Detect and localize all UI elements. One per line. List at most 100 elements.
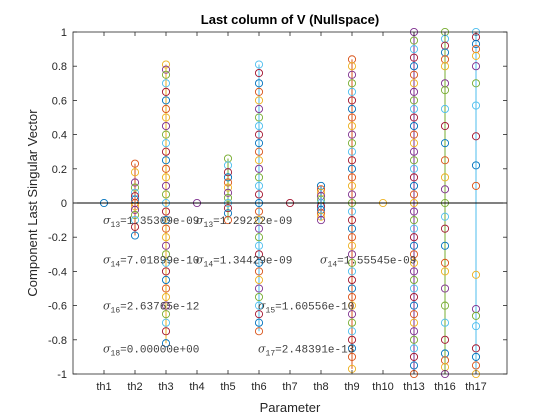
data-point xyxy=(471,62,481,71)
data-point xyxy=(409,258,419,267)
data-point xyxy=(409,267,419,276)
x-tick-label: th6 xyxy=(251,381,266,393)
data-point xyxy=(254,173,264,182)
data-point xyxy=(409,361,419,370)
data-point xyxy=(347,344,357,353)
data-point xyxy=(161,190,171,199)
data-point xyxy=(440,267,450,276)
data-point xyxy=(471,270,481,279)
data-point xyxy=(254,284,264,293)
data-point xyxy=(254,258,264,267)
data-point xyxy=(161,339,171,348)
data-point xyxy=(161,284,171,293)
data-point xyxy=(254,113,264,122)
data-point xyxy=(254,190,264,199)
y-axis-label: Component Last Singular Vector xyxy=(25,109,40,297)
data-point xyxy=(254,147,264,156)
data-point xyxy=(409,147,419,156)
x-tick-label: th2 xyxy=(127,381,142,393)
data-point xyxy=(161,292,171,302)
data-point xyxy=(254,318,264,327)
data-point xyxy=(161,113,171,122)
data-point xyxy=(254,250,264,259)
data-point xyxy=(409,310,419,319)
data-point xyxy=(471,352,481,361)
data-point xyxy=(409,207,419,216)
data-point xyxy=(409,190,419,199)
data-point xyxy=(440,156,450,165)
data-point xyxy=(254,87,264,96)
x-tick-label: th5 xyxy=(220,381,235,393)
data-point xyxy=(440,335,450,344)
data-point xyxy=(254,130,264,139)
data-point xyxy=(347,164,357,173)
data-point xyxy=(347,122,357,131)
data-point xyxy=(347,310,357,319)
data-point xyxy=(130,210,140,220)
sigma-annotation: σ13=1.29222e-09 xyxy=(196,214,292,230)
data-point xyxy=(254,104,264,113)
data-point xyxy=(254,122,264,131)
data-point xyxy=(130,183,140,192)
data-point xyxy=(347,284,357,293)
data-point xyxy=(161,216,171,225)
data-point xyxy=(409,216,419,225)
data-point xyxy=(254,292,264,302)
data-point xyxy=(409,284,419,293)
data-point xyxy=(471,161,481,170)
data-point xyxy=(161,327,171,336)
data-point xyxy=(409,79,419,88)
data-point xyxy=(347,147,357,156)
data-point xyxy=(223,183,233,192)
data-point xyxy=(440,258,450,267)
data-point xyxy=(440,62,450,71)
sigma-annotation: σ16=2.63765e-12 xyxy=(103,300,199,316)
data-point xyxy=(223,168,233,177)
data-point xyxy=(254,79,264,88)
data-point xyxy=(409,62,419,71)
series-column-th3 xyxy=(161,60,171,348)
data-point xyxy=(440,241,450,250)
data-point xyxy=(471,79,481,88)
data-point xyxy=(161,207,171,216)
data-point xyxy=(223,216,233,225)
data-point xyxy=(409,275,419,285)
y-tick-label: 0.6 xyxy=(52,95,67,107)
data-point xyxy=(161,181,171,190)
data-point xyxy=(161,156,171,165)
x-tick-label: th8 xyxy=(313,381,328,393)
data-point xyxy=(347,156,357,165)
data-point xyxy=(347,70,357,79)
data-point xyxy=(471,344,481,353)
y-tick-label: -0.8 xyxy=(48,335,67,347)
data-point xyxy=(223,188,233,197)
data-point xyxy=(409,327,419,336)
y-tick-label: 1 xyxy=(61,27,67,39)
data-point xyxy=(347,207,357,216)
data-point xyxy=(471,322,481,331)
data-point xyxy=(347,181,357,190)
data-point xyxy=(409,164,419,173)
x-tick-label: th9 xyxy=(344,381,359,393)
data-point xyxy=(409,241,419,250)
data-point xyxy=(471,132,481,141)
data-point xyxy=(254,156,264,165)
data-point xyxy=(254,181,264,190)
data-point xyxy=(409,344,419,353)
data-point xyxy=(347,130,357,139)
sigma-annotation: σ13=1.35309e-09 xyxy=(103,214,199,230)
data-point xyxy=(316,212,326,221)
data-point xyxy=(347,275,357,285)
data-point xyxy=(347,258,357,267)
data-point xyxy=(471,311,481,320)
data-point xyxy=(440,212,450,221)
x-tick-label: th1 xyxy=(96,381,111,393)
data-point xyxy=(161,96,171,105)
sigma-annotation: σ14=1.55545e-09 xyxy=(320,253,416,269)
data-point xyxy=(347,62,357,71)
x-tick-label: th16 xyxy=(434,381,455,393)
data-point xyxy=(161,224,171,233)
y-tick-label: 0.8 xyxy=(52,61,67,73)
data-point xyxy=(409,36,419,45)
